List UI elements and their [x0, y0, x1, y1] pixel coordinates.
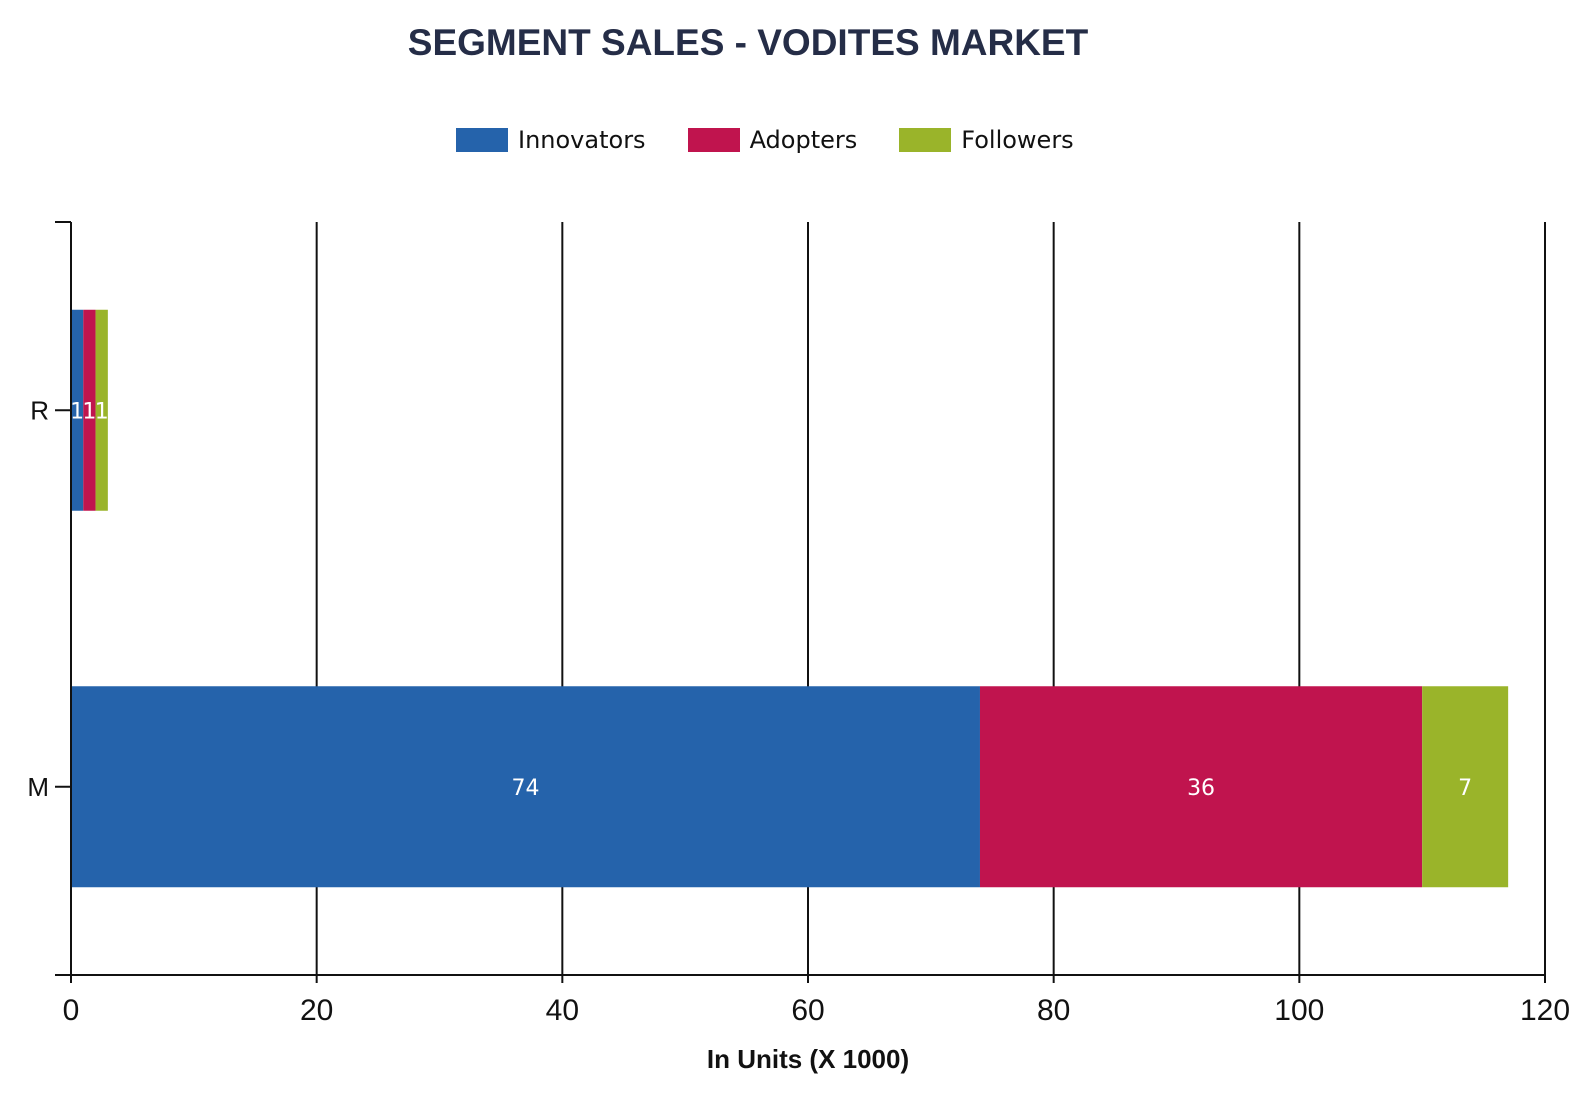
bar-value-label: 1 [95, 399, 109, 424]
x-tick-label: 0 [63, 994, 80, 1027]
bar-segment-adopters[interactable] [83, 309, 96, 511]
bars: 111 74 36 7 [70, 309, 1509, 888]
bar-value-label: 1 [82, 399, 96, 424]
bar-value-label: 7 [1458, 776, 1472, 801]
y-category-label: M [27, 772, 49, 802]
bar-value-label: 1 [70, 399, 84, 424]
legend-label: Followers [961, 126, 1074, 154]
x-tick-label: 40 [546, 994, 579, 1027]
legend-item-innovators[interactable]: Innovators [456, 126, 646, 154]
legend-swatch-innovators [456, 128, 508, 152]
bar-segment-innovators[interactable] [71, 686, 980, 888]
bar-segment-innovators[interactable] [71, 309, 84, 511]
legend-swatch-followers [899, 128, 952, 152]
legend-item-followers[interactable]: Followers [899, 126, 1074, 154]
bar-segment-followers[interactable] [95, 309, 108, 511]
y-category-label: R [30, 395, 49, 425]
x-tick-label: 60 [791, 994, 824, 1027]
legend-item-adopters[interactable]: Adopters [687, 126, 858, 154]
bar-segment-followers[interactable] [1422, 686, 1509, 888]
legend-label: Innovators [518, 126, 646, 154]
bar-value-label: 36 [1187, 776, 1215, 801]
legend-swatch-adopters [687, 128, 740, 152]
bar-value-label: 74 [511, 776, 539, 801]
chart-legend: Innovators Adopters Followers [456, 126, 1116, 154]
bar-segment-adopters[interactable] [979, 686, 1423, 888]
axes: 0 20 40 60 80 100 120 R M [27, 221, 1570, 1027]
x-tick-label: 80 [1037, 994, 1070, 1027]
x-tick-label: 100 [1274, 994, 1324, 1027]
x-tick-label: 20 [300, 994, 333, 1027]
legend-label: Adopters [749, 126, 858, 154]
chart-title: SEGMENT SALES - VODITES MARKET [407, 22, 1089, 63]
x-axis-title: In Units (X 1000) [707, 1044, 909, 1074]
x-tick-label: 120 [1520, 994, 1570, 1027]
